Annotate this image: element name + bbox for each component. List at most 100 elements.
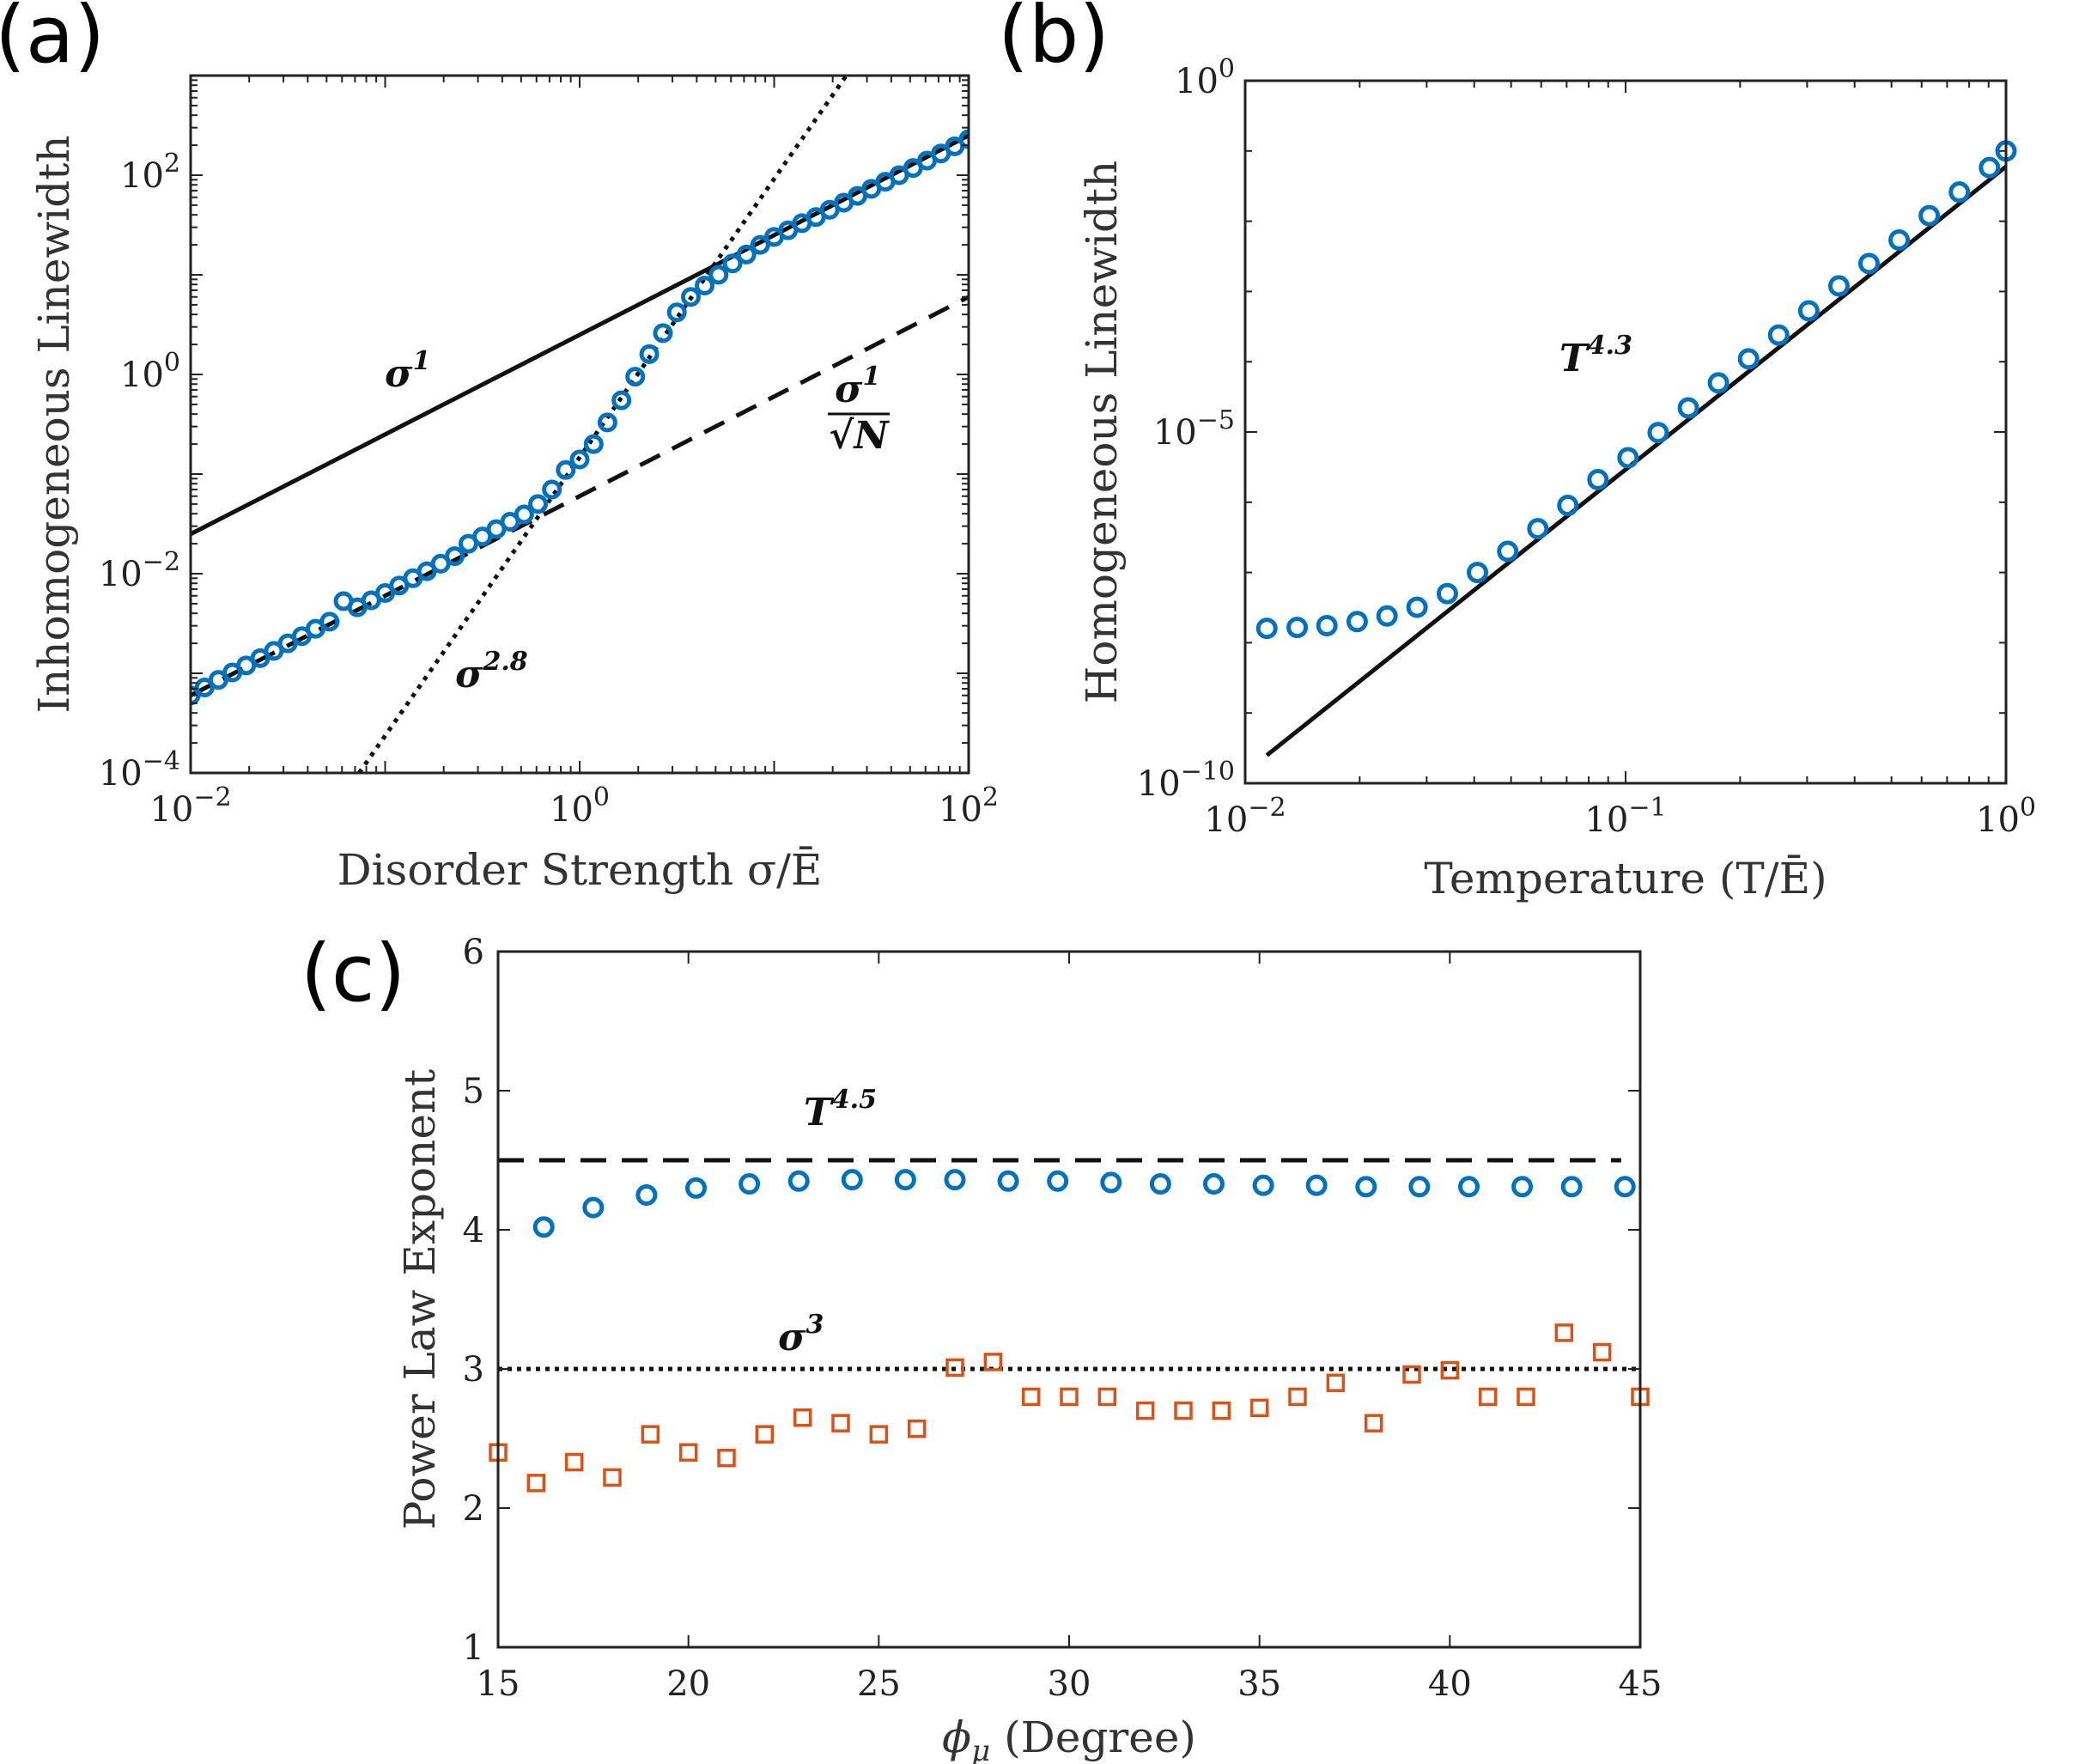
- data-point: [1918, 204, 1941, 227]
- data-point-square: [793, 1408, 812, 1427]
- y-tick-label: 10−2: [99, 547, 180, 594]
- data-point-square: [1249, 1398, 1269, 1418]
- y-axis-label: Inhomogeneous Linewidth: [29, 135, 79, 713]
- panel-c-axes-frame: [496, 950, 1642, 1649]
- data-point: [1436, 582, 1458, 605]
- annotation-sigma-over-sqrt-n-denominator: √N: [829, 414, 890, 458]
- data-point: [1286, 617, 1309, 639]
- data-point-circle: [841, 1169, 863, 1191]
- data-point-circle: [1408, 1176, 1431, 1198]
- x-tick-label: 10−2: [1204, 793, 1286, 840]
- data-point: [736, 244, 757, 265]
- data-point: [625, 367, 646, 387]
- x-tick-label: 25: [857, 1664, 901, 1704]
- x-tick-label: 102: [939, 782, 999, 830]
- panel-b-plot-area: [1255, 140, 2017, 757]
- data-point: [639, 344, 660, 364]
- data-point-circle: [1305, 1174, 1328, 1196]
- data-point: [1677, 397, 1699, 419]
- x-tick-label: 100: [1976, 793, 2036, 840]
- data-point: [722, 253, 743, 274]
- data-point-square: [1440, 1360, 1460, 1380]
- data-point-square: [678, 1443, 698, 1462]
- x-axis-label: Temperature (T/Ē): [1424, 854, 1827, 903]
- annotation-sigma-3: σ3: [778, 1310, 824, 1359]
- data-point-square: [603, 1468, 622, 1487]
- data-point: [750, 234, 770, 255]
- data-point: [611, 390, 632, 411]
- data-point: [1797, 300, 1820, 322]
- data-point-square: [869, 1425, 889, 1444]
- data-point: [695, 276, 715, 296]
- data-point: [1527, 518, 1549, 540]
- data-point-square: [1402, 1365, 1421, 1384]
- data-point: [653, 323, 673, 344]
- data-point-square: [1135, 1401, 1155, 1420]
- annotation-sigma-1: σ1: [385, 346, 430, 396]
- data-point-square: [945, 1358, 964, 1378]
- data-point-circle: [1458, 1176, 1480, 1198]
- y-tick-label: 1: [463, 1628, 484, 1668]
- data-point-circle: [635, 1184, 658, 1206]
- data-point: [597, 412, 617, 433]
- data-point: [958, 129, 969, 149]
- data-point: [1376, 605, 1398, 627]
- panel-a-axes-frame: [189, 74, 970, 775]
- data-point-circle: [1252, 1174, 1274, 1196]
- data-point: [1587, 468, 1609, 490]
- x-axis-label: Disorder Strength σ/Ē: [337, 845, 823, 895]
- data-point-square: [564, 1452, 584, 1472]
- x-tick-label: 100: [550, 782, 610, 830]
- panel-b-axes-frame: [1243, 79, 2008, 785]
- x-tick-label: 10−2: [149, 782, 231, 830]
- data-point-square: [907, 1419, 927, 1439]
- y-tick-label: 100: [120, 348, 180, 395]
- data-point: [1737, 348, 1760, 370]
- data-point: [1316, 615, 1338, 637]
- x-tick-label: 30: [1048, 1664, 1091, 1704]
- data-point: [708, 265, 729, 285]
- data-point-square: [1097, 1387, 1117, 1407]
- data-point-circle: [1149, 1173, 1171, 1195]
- data-point-square: [1364, 1414, 1383, 1432]
- fit-line-dashed: [191, 295, 969, 697]
- y-tick-label: 100: [1175, 54, 1235, 101]
- x-tick-label: 35: [1237, 1664, 1281, 1704]
- y-tick-label: 6: [463, 933, 484, 972]
- data-point: [1617, 447, 1639, 469]
- y-axis-label: Homogeneous Linewidth: [1077, 161, 1127, 704]
- y-tick-label: 2: [463, 1489, 484, 1529]
- annotation-t-4-3: T4.3: [1559, 331, 1632, 380]
- x-tick-label: 45: [1619, 1664, 1663, 1704]
- data-point: [528, 494, 549, 514]
- y-tick-label: 10−10: [1137, 757, 1235, 804]
- data-point: [583, 434, 604, 454]
- y-tick-label: 10−4: [99, 746, 180, 794]
- data-point-circle: [997, 1170, 1019, 1192]
- data-point: [680, 287, 701, 307]
- data-point-circle: [944, 1169, 966, 1191]
- panel-label-a: (a): [0, 0, 105, 81]
- x-tick-label: 20: [666, 1664, 710, 1704]
- data-point-square: [1326, 1373, 1346, 1392]
- panel-a-plot-area: [191, 76, 969, 773]
- data-point: [319, 611, 340, 632]
- x-axis-label: ϕμ (Degree): [942, 1712, 1196, 1764]
- x-tick-label: 15: [477, 1664, 520, 1704]
- data-point-square: [526, 1474, 546, 1493]
- data-point: [1647, 422, 1669, 444]
- annotation-sigma-over-sqrt-n-numerator: σ1: [835, 362, 880, 411]
- panel-label-c: (c): [301, 928, 405, 1019]
- y-tick-label: 3: [463, 1350, 484, 1390]
- x-tick-label: 10−1: [1584, 793, 1666, 840]
- data-point-circle: [1100, 1171, 1122, 1194]
- data-point: [556, 459, 576, 480]
- data-point: [191, 685, 201, 706]
- data-point-circle: [1560, 1176, 1583, 1198]
- annotation-t-4-5: T4.5: [804, 1085, 877, 1134]
- data-point-circle: [787, 1170, 810, 1192]
- data-point-circle: [582, 1196, 605, 1219]
